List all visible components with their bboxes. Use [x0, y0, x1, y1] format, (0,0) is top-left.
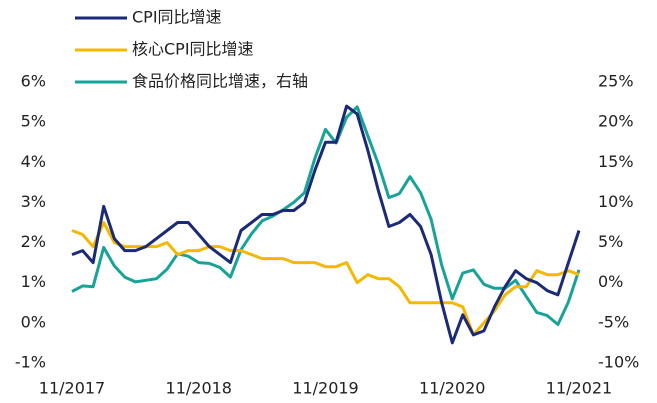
- y2-tick-label: 25%: [598, 72, 634, 91]
- y-tick-label: 6%: [21, 72, 46, 91]
- y2-tick-label: -10%: [598, 353, 639, 372]
- y2-tick-label: 15%: [598, 152, 634, 171]
- y-tick-label: 1%: [21, 272, 46, 291]
- y-tick-label: 2%: [21, 232, 46, 251]
- x-tick-label: 11/2019: [292, 379, 358, 398]
- legend-label: CPI同比增速: [132, 8, 222, 27]
- legend-label: 食品价格同比增速，右轴: [132, 72, 308, 91]
- x-tick-label: 11/2020: [419, 379, 485, 398]
- x-tick-label: 11/2017: [39, 379, 105, 398]
- y2-tick-label: 10%: [598, 192, 634, 211]
- y-tick-label: 0%: [21, 312, 46, 331]
- series-line: [71, 104, 581, 345]
- x-tick-label: 11/2018: [166, 379, 232, 398]
- legend-label: 核心CPI同比增速: [132, 40, 254, 59]
- y2-tick-label: 0%: [598, 272, 623, 291]
- y2-tick-label: -5%: [598, 312, 629, 331]
- y-tick-label: 5%: [21, 112, 46, 131]
- y-tick-label: 4%: [21, 152, 46, 171]
- y-tick-label: -1%: [15, 353, 46, 372]
- y-tick-label: 3%: [21, 192, 46, 211]
- x-tick-label: 11/2021: [546, 379, 612, 398]
- series-line: [71, 105, 581, 326]
- series-line: [71, 221, 580, 337]
- y2-tick-label: 20%: [598, 112, 634, 131]
- y2-tick-label: 5%: [598, 232, 623, 251]
